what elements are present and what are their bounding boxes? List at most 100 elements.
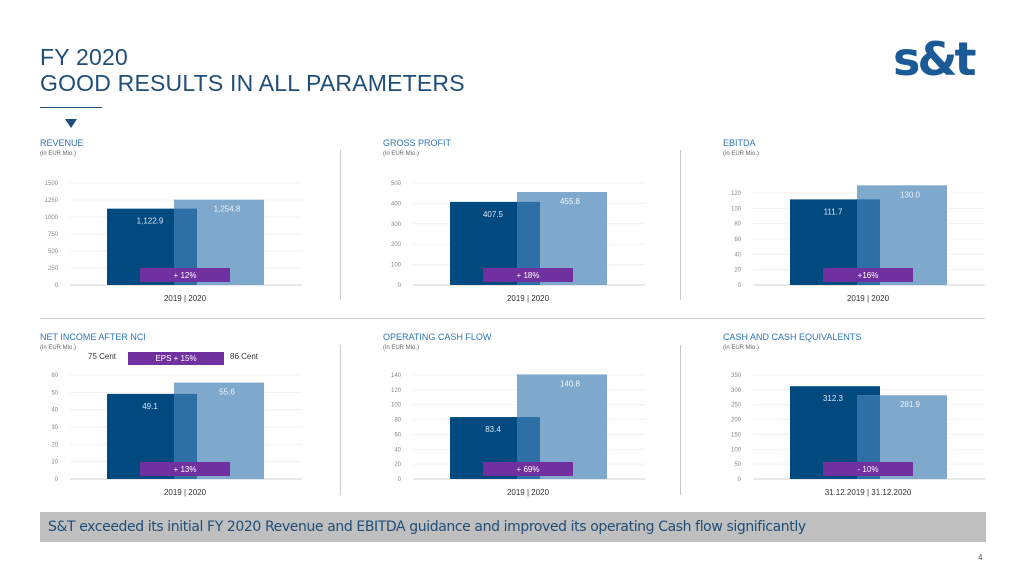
triangle-marker-icon — [65, 119, 77, 128]
divider — [680, 345, 681, 495]
value-label-2019: 49.1 — [142, 402, 158, 411]
y-tick-label: 200 — [391, 242, 402, 248]
change-label: + 13% — [174, 465, 197, 474]
y-tick-label: 150 — [731, 432, 742, 438]
y-tick-label: 1000 — [45, 215, 59, 221]
value-label-2019: 111.7 — [824, 207, 843, 216]
value-label-2020: 140.8 — [560, 379, 581, 388]
bar-overlap — [857, 395, 880, 479]
summary-text: S&T exceeded its initial FY 2020 Revenue… — [48, 519, 806, 535]
slide-title: GOOD RESULTS IN ALL PARAMETERS — [40, 70, 465, 96]
x-axis-label: 31.12.2019 | 31.12.2020 — [825, 488, 912, 497]
y-tick-label: 60 — [51, 373, 58, 379]
x-axis-label: 2019 | 2020 — [164, 294, 207, 303]
bar-overlap — [174, 393, 197, 479]
x-axis-label: 2019 | 2020 — [847, 294, 890, 303]
company-logo: s&t — [893, 32, 977, 86]
y-tick-label: 140 — [391, 373, 402, 379]
y-tick-label: 50 — [51, 390, 58, 396]
divider — [680, 150, 681, 300]
y-tick-label: 0 — [398, 477, 402, 483]
value-label-2020: 281.9 — [900, 400, 921, 409]
y-tick-label: 1500 — [45, 181, 59, 187]
eps-change-badge: EPS + 15% — [128, 352, 224, 365]
chart-title: GROSS PROFIT — [383, 138, 452, 148]
y-tick-label: 120 — [731, 191, 742, 197]
bar-chart: 0 100 200 300 400 500 407.5 455.8 + 18% 2019 | 20… — [391, 181, 645, 303]
y-tick-label: 60 — [394, 432, 401, 438]
value-label-2020: 130.0 — [900, 190, 921, 199]
chart-subtitle: (in EUR Mio.) — [383, 345, 420, 351]
chart-subtitle: (in EUR Mio.) — [723, 345, 760, 351]
y-tick-label: 60 — [734, 237, 741, 243]
y-tick-label: 100 — [391, 403, 402, 409]
change-badge — [140, 268, 230, 282]
y-tick-label: 0 — [398, 283, 402, 289]
bar-chart: 0 20 40 60 80 100 120 140 83.4 140.8 + 69% 2019 | 2… — [391, 373, 645, 497]
title-underline — [40, 107, 102, 108]
y-tick-label: 200 — [731, 418, 742, 424]
chart-title: OPERATING CASH FLOW — [383, 332, 492, 342]
chart-title: REVENUE — [40, 138, 84, 148]
x-axis-label: 2019 | 2020 — [507, 294, 550, 303]
y-tick-label: 10 — [51, 460, 58, 466]
y-tick-label: 250 — [731, 403, 742, 409]
y-tick-label: 100 — [391, 263, 402, 269]
y-tick-label: 300 — [391, 222, 402, 228]
summary-banner: S&T exceeded its initial FY 2020 Revenue… — [40, 512, 986, 542]
change-label: + 12% — [174, 271, 197, 280]
y-tick-label: 300 — [731, 388, 742, 394]
divider — [340, 345, 341, 495]
chart-operating-cash-flow: OPERATING CASH FLOW (in EUR Mio.) 0 20 40 60 8… — [383, 332, 683, 507]
bar-chart: 0 20 40 60 80 100 120 111.7 130.0 +16% 2019 | 2020 — [731, 185, 985, 303]
value-label-2020: 1,254.8 — [214, 205, 241, 214]
y-tick-label: 1250 — [45, 198, 59, 204]
change-label: + 69% — [517, 465, 540, 474]
y-tick-label: 120 — [391, 388, 402, 394]
page-number: 4 — [978, 553, 983, 562]
divider — [40, 318, 985, 319]
divider — [340, 150, 341, 300]
bar-chart: 0 250 500 750 1000 1250 1500 1,122.9 1,254.8 + 12… — [45, 181, 302, 303]
bar-chart: 0 10 20 30 40 50 60 49.1 55.6 + 13% 2019 | 2020 — [51, 373, 302, 497]
y-tick-label: 40 — [394, 447, 401, 453]
eps-left: 75 Cent — [88, 352, 117, 361]
change-badge — [140, 462, 230, 476]
change-badge — [483, 268, 573, 282]
value-label-2019: 1,122.9 — [137, 217, 164, 226]
bar-overlap — [517, 201, 540, 285]
value-label-2020: 55.6 — [219, 388, 235, 397]
y-tick-label: 0 — [738, 477, 742, 483]
change-badge — [823, 268, 913, 282]
chart-ebitda: EBITDA (in EUR Mio.) 0 20 40 60 80 100 120 111.7 1… — [723, 138, 1023, 313]
change-badge — [483, 462, 573, 476]
bar-chart: 0 50 100 150 200 250 300 350 312.3 281.9 - 10% 31.1… — [731, 373, 985, 497]
chart-net-income-after-nci: NET INCOME AFTER NCI (in EUR Mio.) 75 Cent… — [40, 332, 340, 507]
y-tick-label: 400 — [391, 201, 402, 207]
chart-revenue: REVENUE (in EUR Mio.) 0 250 500 750 1000 1250 15… — [40, 138, 340, 313]
bar-overlap — [857, 199, 880, 285]
eps-right: 86 Cent — [230, 352, 259, 361]
y-tick-label: 40 — [51, 408, 58, 414]
chart-subtitle: (in EUR Mio.) — [383, 151, 420, 157]
y-tick-label: 0 — [55, 477, 59, 483]
value-label-2019: 83.4 — [485, 425, 501, 434]
change-label: +16% — [858, 271, 879, 280]
chart-title: NET INCOME AFTER NCI — [40, 332, 146, 342]
y-tick-label: 40 — [734, 252, 741, 258]
chart-subtitle: (in EUR Mio.) — [723, 151, 760, 157]
value-label-2019: 407.5 — [483, 210, 504, 219]
y-tick-label: 100 — [731, 206, 742, 212]
y-tick-label: 750 — [48, 232, 59, 238]
y-tick-label: 100 — [731, 447, 742, 453]
x-axis-label: 2019 | 2020 — [164, 488, 207, 497]
y-tick-label: 500 — [391, 181, 402, 187]
y-tick-label: 500 — [48, 249, 59, 255]
chart-gross-profit: GROSS PROFIT (in EUR Mio.) 0 100 200 300 400 50… — [383, 138, 683, 313]
value-label-2019: 312.3 — [823, 394, 844, 403]
change-label: + 18% — [517, 271, 540, 280]
chart-subtitle: (in EUR Mio.) — [40, 345, 77, 351]
value-label-2020: 455.8 — [560, 197, 581, 206]
change-badge — [823, 462, 913, 476]
y-tick-label: 30 — [51, 425, 58, 431]
